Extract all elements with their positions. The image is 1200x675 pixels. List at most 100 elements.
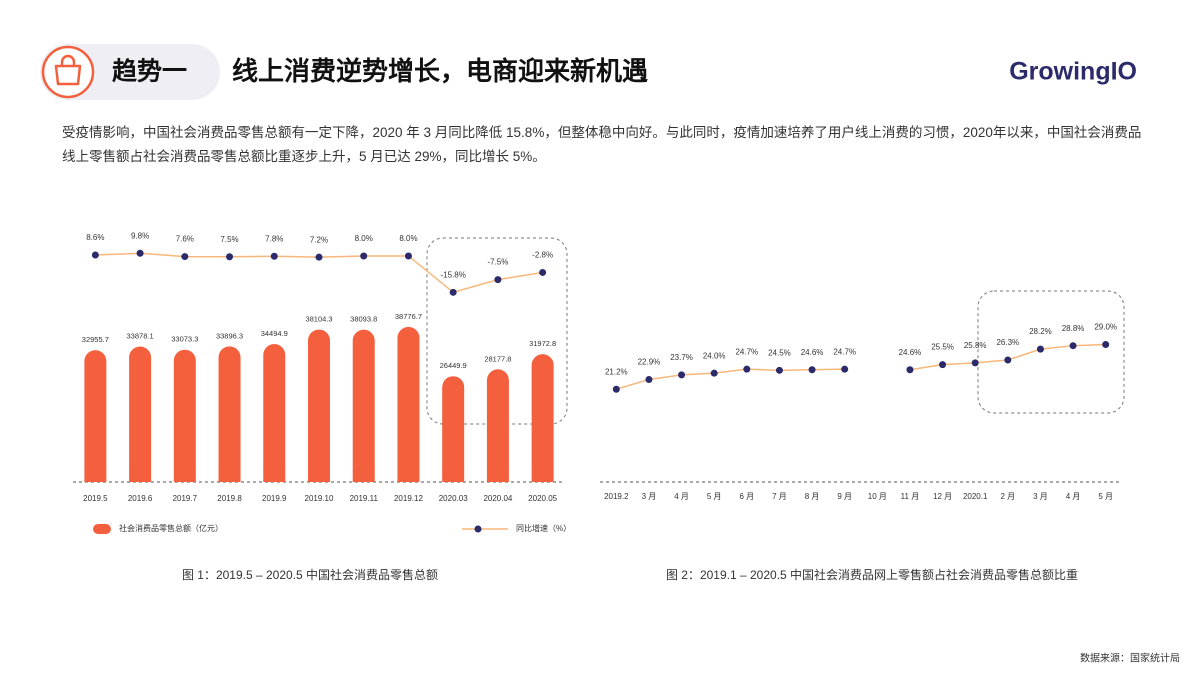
x-tick-label: 2019.6: [128, 494, 153, 503]
data-label: 9.8%: [131, 231, 149, 240]
x-tick-label: 3 月: [1033, 492, 1048, 501]
bar: [263, 344, 286, 482]
line-marker: [539, 268, 547, 276]
x-tick-label: 9 月: [837, 492, 852, 501]
data-label: 24.6%: [899, 348, 922, 357]
data-label: 34494.9: [261, 329, 288, 338]
data-label: 24.7%: [735, 347, 758, 356]
x-tick-label: 11 月: [901, 492, 920, 501]
bar-foot: [308, 471, 330, 482]
data-label: 22.9%: [638, 358, 661, 367]
bar-foot: [84, 471, 107, 482]
data-label: 7.5%: [220, 235, 238, 244]
data-label: 29.0%: [1094, 323, 1117, 332]
bar-foot: [263, 471, 286, 482]
data-label: 28.8%: [1062, 324, 1085, 333]
data-label: 31972.8: [529, 339, 556, 348]
data-label: 38776.7: [395, 312, 422, 321]
bar: [84, 350, 107, 482]
data-label: 21.2%: [605, 367, 628, 376]
bar-foot: [486, 471, 509, 482]
x-tick-label: 4 月: [674, 492, 689, 501]
bar: [352, 329, 375, 482]
bar-foot: [352, 471, 375, 482]
line-marker: [841, 365, 849, 373]
line-marker: [775, 366, 783, 374]
data-label: 7.8%: [265, 234, 283, 243]
data-label: 38093.8: [350, 315, 377, 324]
line-marker: [906, 366, 914, 374]
bar: [397, 326, 420, 482]
bar: [486, 369, 509, 482]
data-label: 8.0%: [355, 234, 373, 243]
data-label: 26.3%: [996, 338, 1019, 347]
x-tick-label: 2019.8: [217, 494, 242, 503]
bar: [442, 376, 465, 482]
line-marker: [270, 252, 278, 260]
x-tick-label: 12 月: [933, 492, 952, 501]
bar-foot: [397, 471, 420, 482]
data-label: -7.5%: [487, 258, 508, 267]
bar-foot: [173, 471, 196, 482]
bar: [129, 346, 152, 482]
bag-icon: [54, 54, 82, 86]
line-marker: [494, 276, 502, 284]
data-label: 33073.3: [171, 335, 198, 344]
data-label: 28.2%: [1029, 327, 1052, 336]
data-label: -15.8%: [441, 270, 466, 279]
x-tick-label: 3 月: [642, 492, 657, 501]
data-label: 24.5%: [768, 348, 791, 357]
data-label: 38104.3: [305, 315, 332, 324]
x-tick-label: 7 月: [772, 492, 787, 501]
legend-marker: [474, 525, 482, 533]
bar: [308, 329, 330, 482]
line: [616, 343, 1106, 390]
line-marker: [404, 252, 412, 260]
bar-foot: [218, 471, 241, 482]
line-marker: [1004, 356, 1012, 364]
line-marker: [612, 385, 620, 393]
x-tick-label: 6 月: [739, 492, 754, 501]
bar-foot: [531, 471, 554, 482]
x-tick-label: 5 月: [1098, 492, 1113, 501]
line-marker: [1102, 341, 1110, 349]
x-tick-label: 10 月: [868, 492, 887, 501]
bar: [173, 349, 196, 482]
data-label: 8.6%: [86, 233, 104, 242]
x-tick-label: 2020.1: [963, 492, 988, 501]
intro-text: 受疫情影响，中国社会消费品零售总额有一定下降，2020 年 3 月同比降低 15…: [62, 125, 1142, 164]
line-marker: [743, 365, 751, 373]
x-tick-label: 2 月: [1000, 492, 1015, 501]
highlight-box: [977, 290, 1125, 414]
line-marker: [136, 249, 144, 257]
x-tick-label: 2019.7: [173, 494, 198, 503]
legend-label: 社会消费品零售总额（亿元）: [119, 523, 223, 533]
tag-icon: [41, 45, 95, 99]
caption: 图 2：2019.1 – 2020.5 中国社会消费品网上零售额占社会消费品零售…: [666, 567, 1078, 582]
highlight-box: [426, 237, 568, 425]
data-label: 25.8%: [964, 341, 987, 350]
line-marker: [226, 253, 234, 261]
line-marker: [678, 371, 686, 379]
line-marker: [315, 253, 323, 261]
line-marker: [360, 252, 368, 260]
bar-foot: [129, 471, 152, 482]
line-marker: [939, 361, 947, 369]
line-marker: [181, 253, 189, 261]
source: 数据来源：国家统计局: [1080, 652, 1180, 665]
line-marker: [91, 251, 99, 259]
x-tick-label: 2019.10: [305, 494, 334, 503]
bar-foot: [442, 471, 465, 482]
data-label: -2.8%: [532, 251, 553, 260]
tag-text: 趋势一: [112, 58, 187, 86]
x-tick-label: 2020.04: [483, 494, 512, 503]
page-title: 线上消费逆势增长，电商迎来新机遇: [232, 56, 648, 86]
data-label: 33896.3: [216, 331, 243, 340]
data-label: 23.7%: [670, 353, 693, 362]
data-label: 26449.9: [440, 361, 467, 370]
x-tick-label: 2019.11: [350, 494, 379, 503]
data-label: 24.0%: [703, 351, 726, 360]
line-marker: [1069, 342, 1077, 350]
